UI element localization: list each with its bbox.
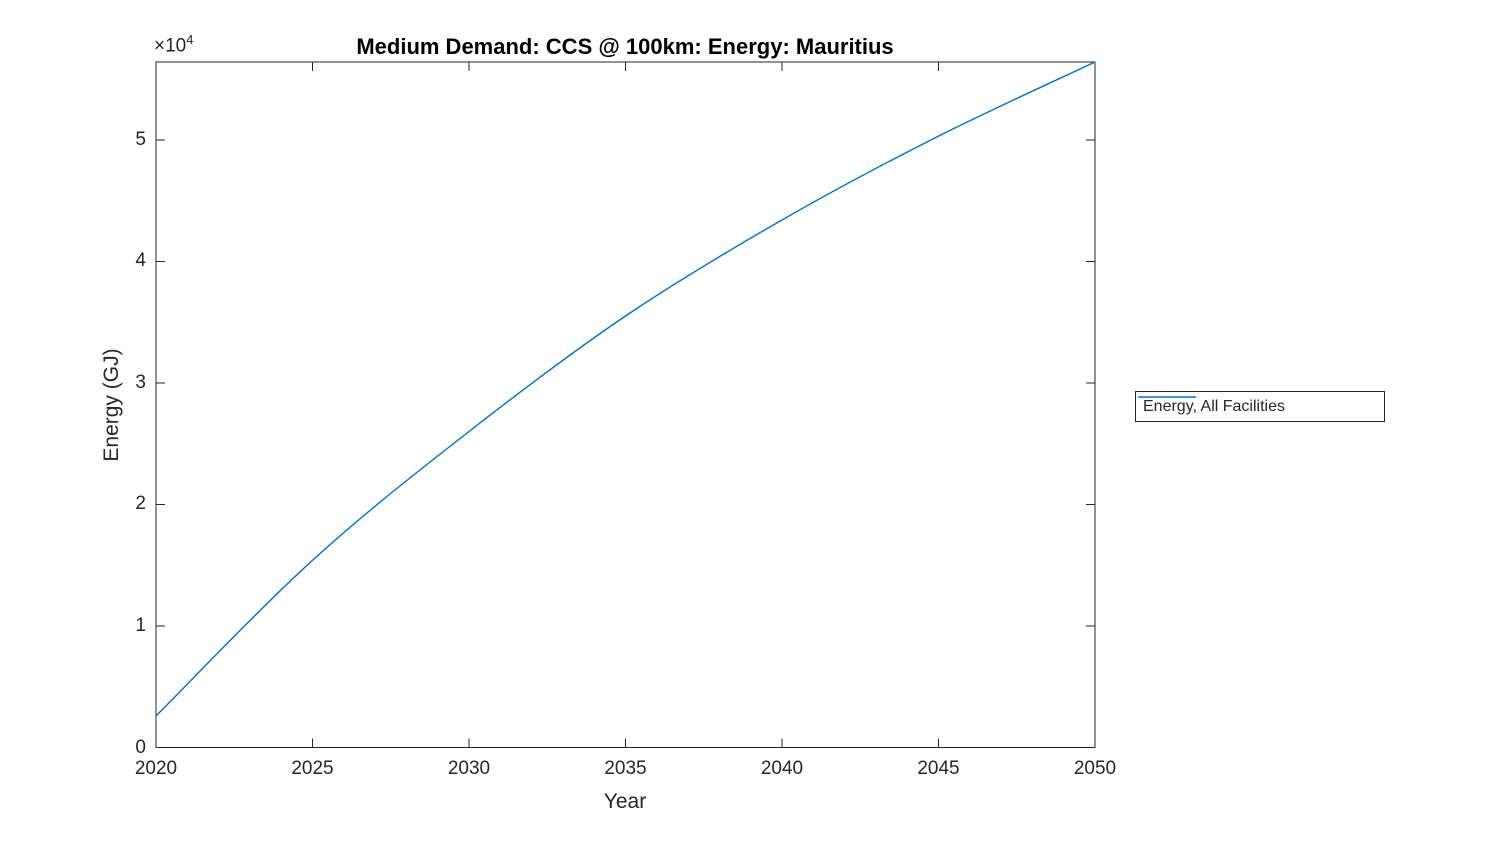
x-tick-label: 2025 (291, 757, 334, 779)
chart-title: Medium Demand: CCS @ 100km: Energy: Maur… (356, 34, 894, 59)
y-tick-label: 5 (135, 128, 146, 150)
x-tick-label: 2030 (447, 757, 491, 779)
x-tick-label: 2035 (604, 757, 647, 779)
x-axis-label: Year (603, 790, 647, 813)
legend-entry-label: Energy, All Facilities (1143, 397, 1285, 415)
y-tick-label: 1 (135, 614, 146, 636)
y-tick-label: 0 (135, 736, 146, 758)
x-tick-label: 2045 (917, 757, 960, 779)
exponent-power: 4 (186, 32, 194, 47)
y-axis-exponent-label: ×104 (154, 32, 193, 57)
x-tick-label: 2040 (760, 757, 804, 779)
y-tick-label: 4 (135, 250, 146, 272)
x-tick-label: 2020 (134, 757, 178, 779)
y-tick-label: 2 (135, 493, 146, 515)
x-tick-label: 2050 (1073, 757, 1117, 779)
legend-box: Energy, All Facilities (1135, 391, 1385, 422)
series-line (155, 61, 1096, 717)
y-axis-label: Energy (GJ) (100, 348, 123, 462)
y-tick-label: 3 (135, 371, 146, 393)
exponent-multiplier: ×10 (154, 35, 187, 57)
legend-line-sample (1138, 396, 1196, 398)
axes-box (155, 61, 1096, 748)
